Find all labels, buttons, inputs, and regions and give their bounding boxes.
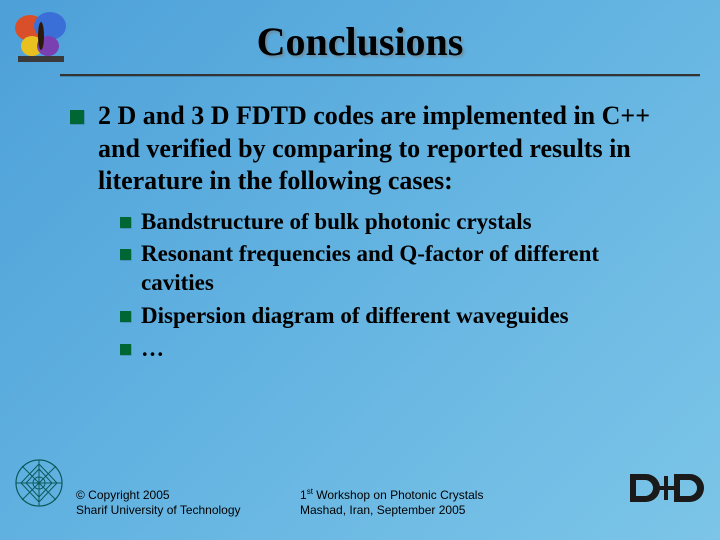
square-bullet-icon (120, 344, 131, 355)
content-area: 2 D and 3 D FDTD codes are implemented i… (70, 100, 670, 367)
workshop-text: 1st Workshop on Photonic Crystals Mashad… (300, 487, 483, 518)
footer: © Copyright 2005 Sharif University of Te… (0, 476, 720, 524)
bullet-text: … (141, 335, 164, 364)
list-item: … (120, 335, 670, 364)
title-underline (60, 74, 700, 76)
copyright-text: © Copyright 2005 Sharif University of Te… (76, 488, 241, 518)
copyright-line: Sharif University of Technology (76, 503, 241, 518)
page-title: Conclusions (0, 18, 720, 65)
square-bullet-icon (120, 249, 131, 260)
list-item: Bandstructure of bulk photonic crystals (120, 208, 670, 237)
bullet-text: Dispersion diagram of different waveguid… (141, 302, 569, 331)
list-item: Dispersion diagram of different waveguid… (120, 302, 670, 331)
dd-logo-icon (628, 470, 704, 506)
list-item: Resonant frequencies and Q-factor of dif… (120, 240, 670, 298)
sharif-emblem-icon (14, 458, 64, 508)
workshop-line: Mashad, Iran, September 2005 (300, 503, 483, 518)
bullet-text: Bandstructure of bulk photonic crystals (141, 208, 532, 237)
square-bullet-icon (70, 110, 84, 124)
workshop-line: 1st Workshop on Photonic Crystals (300, 487, 483, 503)
square-bullet-icon (120, 217, 131, 228)
square-bullet-icon (120, 311, 131, 322)
copyright-line: © Copyright 2005 (76, 488, 241, 503)
title-area: Conclusions (0, 18, 720, 65)
list-item: 2 D and 3 D FDTD codes are implemented i… (70, 100, 670, 198)
bullet-text: Resonant frequencies and Q-factor of dif… (141, 240, 670, 298)
bullet-text: 2 D and 3 D FDTD codes are implemented i… (98, 100, 670, 198)
slide: Conclusions 2 D and 3 D FDTD codes are i… (0, 0, 720, 540)
sub-list: Bandstructure of bulk photonic crystals … (120, 208, 670, 364)
